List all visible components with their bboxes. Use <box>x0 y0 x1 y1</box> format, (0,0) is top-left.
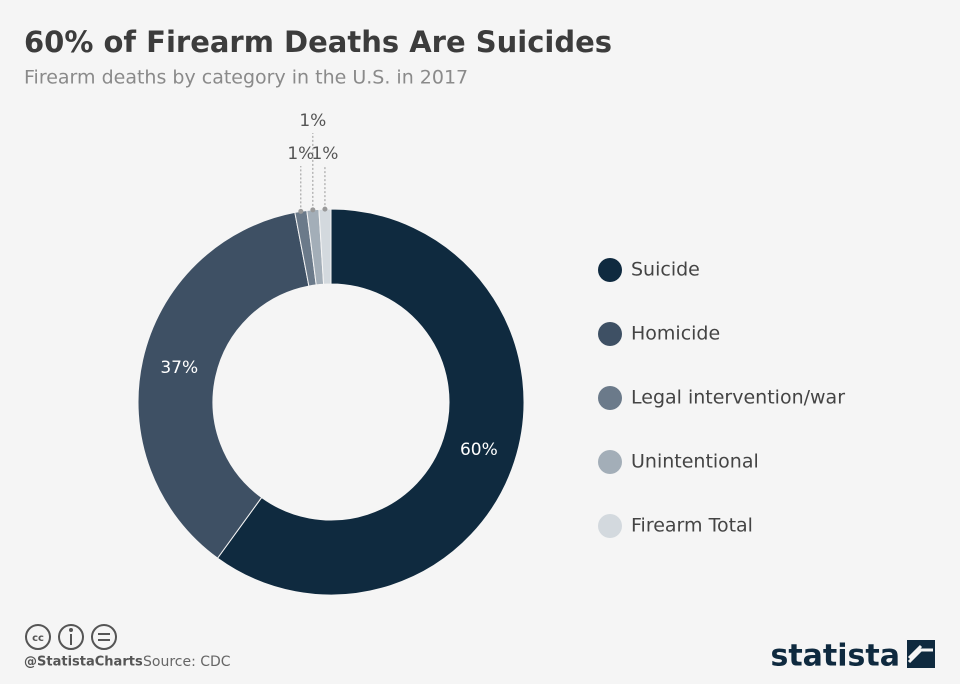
source: Source: CDC <box>143 654 231 670</box>
brand: statista <box>770 639 900 674</box>
data-label: 1% <box>287 144 314 164</box>
legend-label: Firearm Total <box>631 515 753 537</box>
chart-title: 60% of Firearm Deaths Are Suicides <box>24 25 612 59</box>
data-label: 1% <box>299 111 326 131</box>
brand-logo <box>907 640 935 668</box>
legend-marker <box>598 450 622 474</box>
data-label: 1% <box>311 144 338 164</box>
legend-marker <box>598 514 622 538</box>
legend-marker <box>598 258 622 282</box>
legend-marker <box>598 386 622 410</box>
donut-slice <box>216 208 525 596</box>
donut-slice <box>137 211 310 559</box>
license-icons: cc <box>25 624 117 650</box>
leader-dot <box>322 206 328 212</box>
data-label: 60% <box>460 440 498 460</box>
leader-dot <box>310 207 316 213</box>
chart-subtitle: Firearm deaths by category in the U.S. i… <box>24 67 468 89</box>
legend-label: Legal intervention/war <box>631 387 845 409</box>
data-label: 37% <box>160 358 198 378</box>
legend-marker <box>598 322 622 346</box>
legend-label: Homicide <box>631 323 720 345</box>
svg-text:cc: cc <box>32 633 44 644</box>
credit: @StatistaCharts <box>24 655 143 670</box>
legend-label: Unintentional <box>631 451 759 473</box>
leader-dot <box>298 208 304 214</box>
legend-label: Suicide <box>631 259 700 281</box>
